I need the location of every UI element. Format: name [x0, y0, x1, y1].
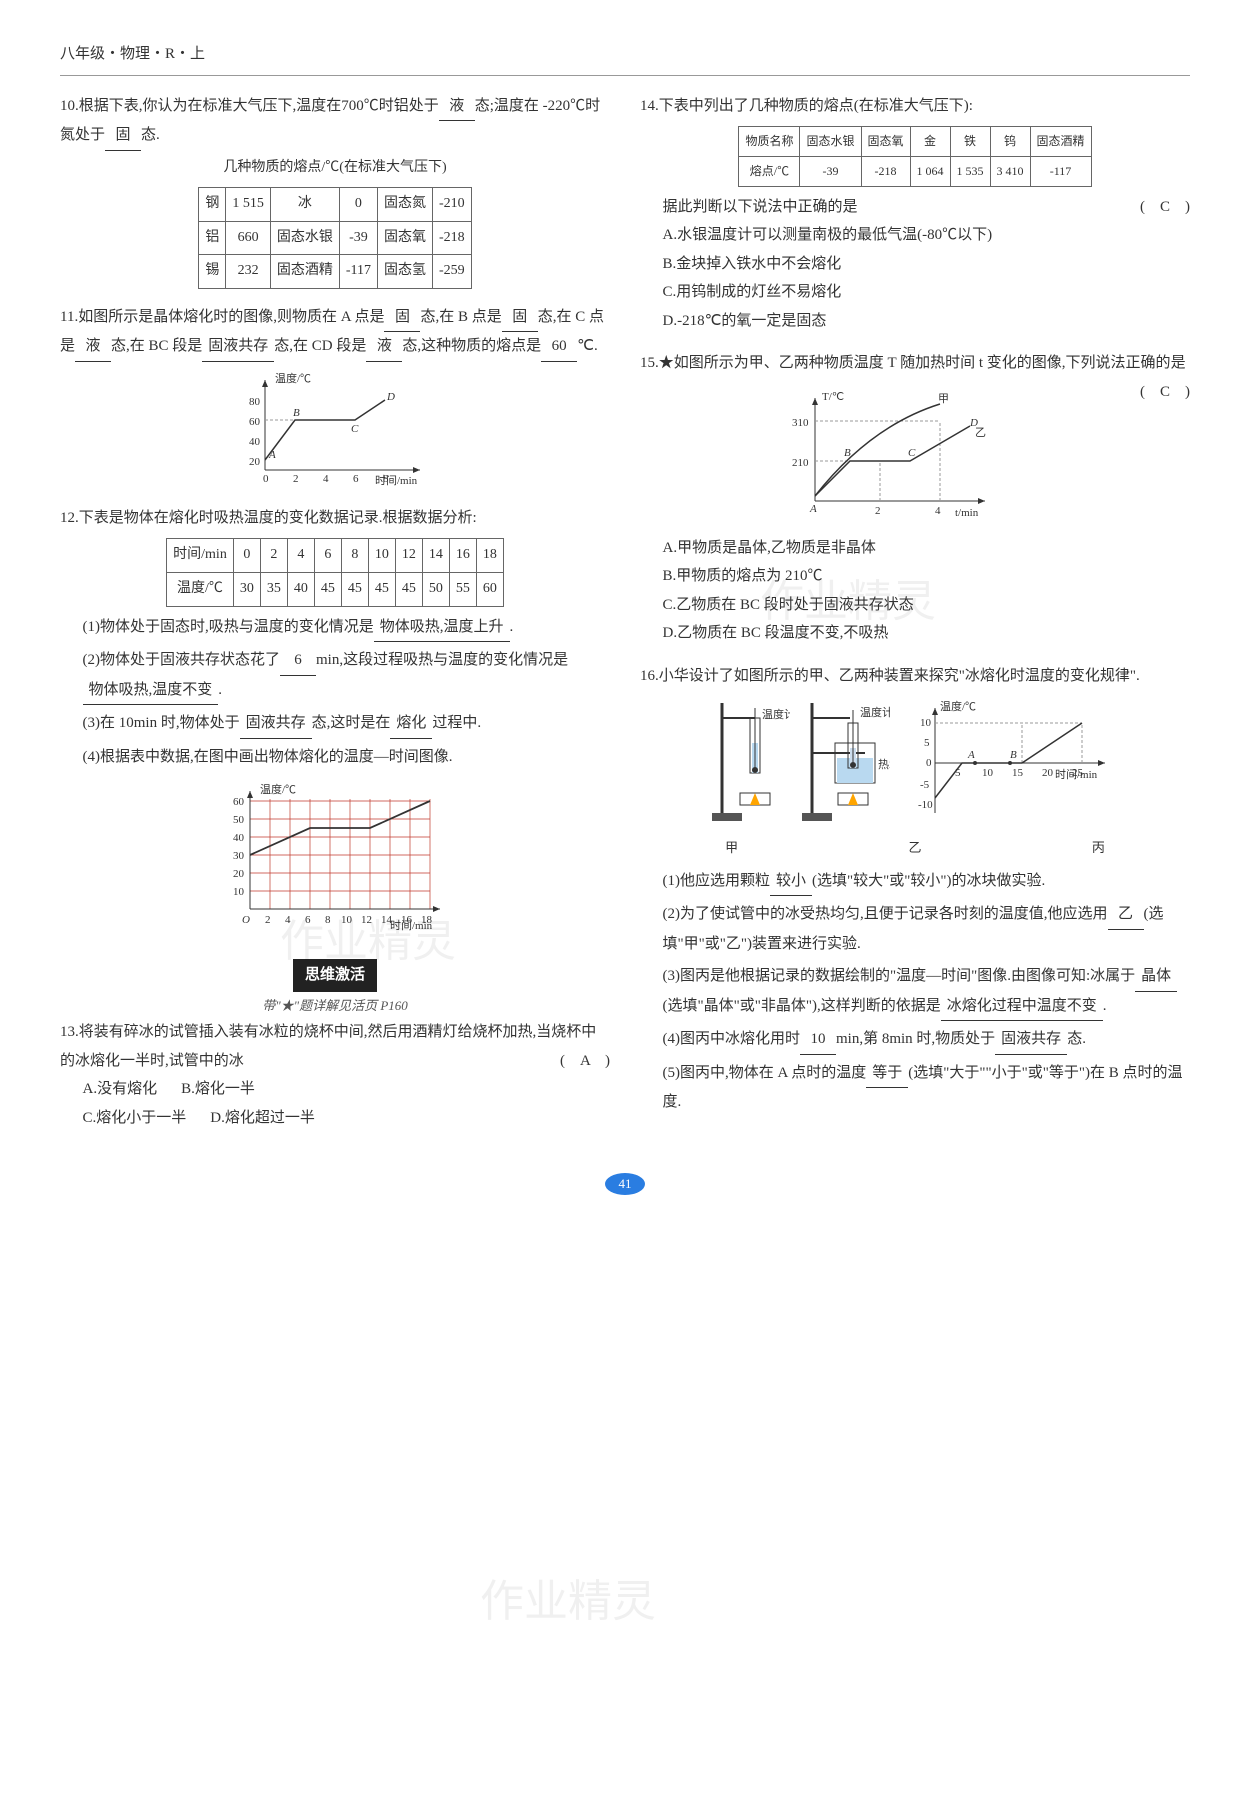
- svg-text:6: 6: [305, 914, 311, 926]
- svg-text:2: 2: [265, 914, 271, 926]
- svg-text:温度/℃: 温度/℃: [260, 782, 296, 796]
- q15-chart: T/℃ t/min 210310 24 A B C D 甲 乙: [780, 386, 1000, 526]
- q11-num: 11.: [60, 309, 78, 325]
- q10-ans1: 液: [439, 92, 475, 122]
- svg-text:5: 5: [924, 737, 930, 749]
- svg-text:15: 15: [1012, 767, 1024, 779]
- q11-chart: 温度/℃ 时间/min 20 40 60 80 0 2 4 6 8 A B C D: [235, 370, 435, 490]
- svg-text:40: 40: [233, 832, 245, 844]
- q10-ans2: 固: [105, 121, 141, 151]
- banner-note: 带"★"题详解见活页 P160: [60, 994, 610, 1019]
- svg-text:310: 310: [792, 417, 809, 429]
- question-15: 15.★如图所示为甲、乙两种物质温度 T 随加热时间 t 变化的图像,下列说法正…: [640, 349, 1190, 648]
- svg-text:4: 4: [285, 914, 291, 926]
- svg-text:4: 4: [935, 505, 941, 517]
- question-11: 11.如图所示是晶体熔化时的图像,则物质在 A 点是固态,在 B 点是固态,在 …: [60, 303, 610, 490]
- svg-text:20: 20: [1042, 767, 1054, 779]
- svg-text:时间/min: 时间/min: [375, 474, 418, 487]
- svg-text:B: B: [293, 407, 300, 419]
- svg-text:40: 40: [249, 436, 261, 448]
- section-banner: 思维激活: [293, 959, 377, 992]
- svg-text:0: 0: [926, 757, 932, 769]
- svg-text:20: 20: [233, 868, 245, 880]
- q16-chart: 温度/℃ 时间/min -10-50510 510152025 A B: [900, 698, 1120, 828]
- watermark-3: 作业精灵: [480, 1560, 656, 1644]
- svg-text:30: 30: [233, 850, 245, 862]
- svg-text:80: 80: [249, 396, 261, 408]
- svg-text:A: A: [809, 503, 817, 515]
- svg-text:B: B: [844, 447, 851, 459]
- q10-text-c: 态.: [141, 127, 160, 143]
- svg-text:50: 50: [233, 814, 245, 826]
- left-column: 10.根据下表,你认为在标准大气压下,温度在700℃时铝处于液态;温度在 -22…: [60, 92, 610, 1147]
- svg-text:210: 210: [792, 457, 809, 469]
- svg-text:60: 60: [233, 796, 245, 808]
- apparatus-jia-icon: 温度计: [710, 698, 790, 828]
- svg-text:60: 60: [249, 416, 261, 428]
- svg-text:18: 18: [421, 914, 433, 926]
- svg-text:O: O: [242, 914, 250, 926]
- svg-text:温度/℃: 温度/℃: [275, 371, 311, 385]
- q12-num: 12.: [60, 510, 79, 526]
- svg-text:25: 25: [1072, 767, 1084, 779]
- svg-text:热水: 热水: [878, 758, 890, 771]
- svg-text:温度计: 温度计: [762, 707, 790, 721]
- svg-text:2: 2: [293, 473, 299, 485]
- svg-text:12: 12: [361, 914, 372, 926]
- svg-text:D: D: [386, 391, 395, 403]
- apparatus-yi-icon: 温度计 热水: [800, 698, 890, 828]
- q10-num: 10.: [60, 98, 79, 114]
- svg-text:20: 20: [249, 456, 261, 468]
- svg-text:0: 0: [263, 473, 269, 485]
- question-12: 12.下表是物体在熔化时吸热温度的变化数据记录.根据数据分析: 时间/min02…: [60, 504, 610, 939]
- q14-num: 14.: [640, 98, 659, 114]
- svg-text:10: 10: [341, 914, 353, 926]
- svg-text:甲: 甲: [938, 393, 949, 405]
- q13-num: 13.: [60, 1024, 79, 1040]
- svg-text:10: 10: [233, 886, 245, 898]
- svg-text:B: B: [1010, 749, 1017, 761]
- svg-text:C: C: [351, 423, 359, 435]
- question-14: 14.下表中列出了几种物质的熔点(在标准大气压下): 物质名称固态水银固态氧金铁…: [640, 92, 1190, 336]
- page-header: 八年级・物理・R・上: [60, 40, 1190, 76]
- svg-text:8: 8: [325, 914, 331, 926]
- question-10: 10.根据下表,你认为在标准大气压下,温度在700℃时铝处于液态;温度在 -22…: [60, 92, 610, 289]
- q12-chart: 温度/℃ 时间/min 102030405060 O24681012141618: [215, 779, 455, 939]
- svg-text:A: A: [268, 449, 276, 461]
- svg-text:A: A: [967, 749, 975, 761]
- svg-text:10: 10: [920, 717, 932, 729]
- svg-text:2: 2: [875, 505, 881, 517]
- q14-table: 物质名称固态水银固态氧金铁钨固态酒精 熔点/℃-39-2181 0641 535…: [738, 126, 1091, 187]
- svg-text:T/℃: T/℃: [822, 391, 844, 403]
- q12-table: 时间/min024681012141618 温度/℃30354045454545…: [166, 538, 504, 606]
- right-column: 14.下表中列出了几种物质的熔点(在标准大气压下): 物质名称固态水银固态氧金铁…: [640, 92, 1190, 1147]
- svg-text:16: 16: [401, 914, 413, 926]
- page-number: 41: [60, 1170, 1190, 1199]
- svg-text:8: 8: [383, 473, 389, 485]
- svg-text:6: 6: [353, 473, 359, 485]
- svg-text:温度/℃: 温度/℃: [940, 699, 976, 713]
- question-16: 16.小华设计了如图所示的甲、乙两种装置来探究"冰熔化时温度的变化规律". 温度…: [640, 662, 1190, 1117]
- svg-text:10: 10: [982, 767, 994, 779]
- svg-text:4: 4: [323, 473, 329, 485]
- q10-table-caption: 几种物质的熔点/℃(在标准大气压下): [60, 155, 610, 182]
- svg-text:-5: -5: [920, 779, 930, 791]
- q15-num: 15.: [640, 355, 659, 371]
- svg-text:t/min: t/min: [955, 507, 979, 519]
- svg-text:C: C: [908, 447, 916, 459]
- svg-text:温度计: 温度计: [860, 705, 890, 719]
- q10-text-a: 根据下表,你认为在标准大气压下,温度在700℃时铝处于: [79, 98, 439, 114]
- svg-text:-10: -10: [918, 799, 933, 811]
- q10-table: 钢1 515冰0固态氮-210 铝660固态水银-39固态氧-218 锡232固…: [198, 187, 471, 289]
- svg-text:14: 14: [381, 914, 393, 926]
- question-13: 13.将装有碎冰的试管插入装有冰粒的烧杯中间,然后用酒精灯给烧杯加热,当烧杯中的…: [60, 1018, 610, 1132]
- q16-num: 16.: [640, 668, 659, 684]
- svg-text:乙: 乙: [975, 426, 986, 439]
